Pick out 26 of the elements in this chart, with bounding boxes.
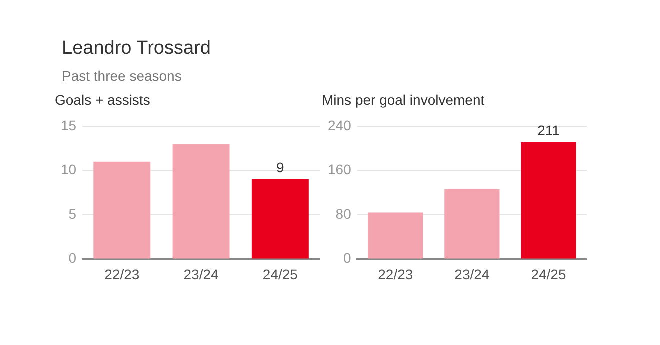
data-label: 211 — [538, 122, 560, 138]
y-tick-label: 15 — [60, 117, 77, 134]
y-axis-title: Mins per goal involvement — [322, 92, 486, 110]
y-tick-label: 5 — [68, 206, 77, 222]
y-tick-label: 240 — [328, 117, 352, 134]
x-tick-label: 24/25 — [262, 266, 298, 282]
bar — [521, 142, 576, 259]
x-tick-label: 22/23 — [378, 266, 414, 282]
y-axis-title: Goals + assists — [55, 92, 152, 110]
y-tick-label: 80 — [336, 206, 352, 222]
bar — [368, 212, 424, 259]
y-tick-label: 10 — [60, 162, 77, 178]
chart-title: Leandro Trossard — [62, 38, 211, 60]
x-tick-label: 24/25 — [531, 266, 566, 282]
bar — [252, 180, 309, 259]
x-tick-label: 22/23 — [104, 266, 140, 282]
x-tick-label: 23/24 — [454, 266, 490, 282]
bar — [94, 162, 151, 259]
bar — [172, 144, 230, 259]
y-tick-label: 0 — [68, 250, 77, 266]
y-tick-label: 160 — [328, 162, 352, 178]
data-label: 9 — [276, 159, 285, 176]
chart-subtitle: Past three seasons — [62, 68, 182, 84]
y-tick-label: 0 — [344, 250, 352, 266]
bar — [444, 189, 500, 259]
x-tick-label: 23/24 — [184, 266, 220, 282]
